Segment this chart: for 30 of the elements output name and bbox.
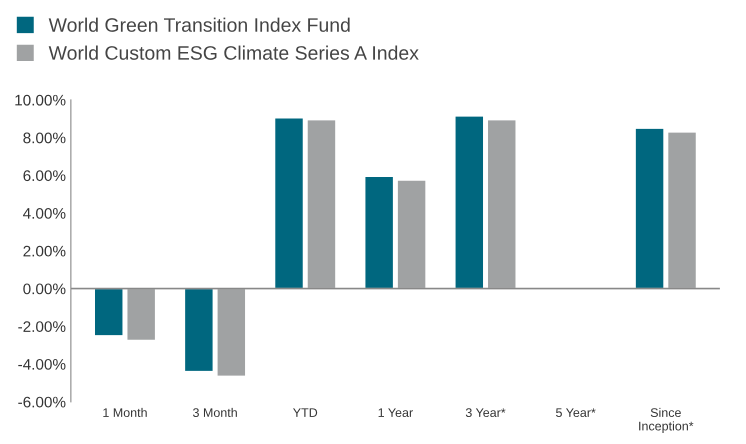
bar [396,179,427,290]
bar [126,288,156,342]
bar [486,119,517,290]
x-tick-label: 3 Month [192,408,237,418]
bar [184,288,214,372]
legend-label: World Green Transition Index Fund [48,18,350,32]
y-tick-label: 8.00% [23,132,66,144]
bar [364,176,394,290]
y-tick-label: 4.00% [23,208,66,219]
x-tick-label: Since Inception* [639,408,694,433]
bar [274,117,304,290]
y-tick-label: -4.00% [18,358,66,370]
bar [94,288,124,336]
bar [666,131,698,290]
bar [306,119,337,290]
y-tick-label: -2.00% [18,321,66,332]
bar [634,128,665,290]
y-tick-label: -6.00% [18,396,66,408]
x-tick-label: 3 Year* [466,408,506,418]
x-tick-label: 1 Month [103,408,147,418]
bar [216,288,246,378]
y-tick-label: 0.00% [23,283,66,294]
y-tick-label: 2.00% [23,246,66,257]
x-tick-label: YTD [293,408,318,417]
x-tick-label: 1 Year [378,408,413,418]
bar [454,115,484,290]
x-tick-label: 5 Year* [556,408,596,418]
y-tick-label: 10.00% [15,94,66,106]
y-tick-label: 6.00% [23,170,66,182]
legend-label: World Custom ESG Climate Series A Index [48,46,419,60]
